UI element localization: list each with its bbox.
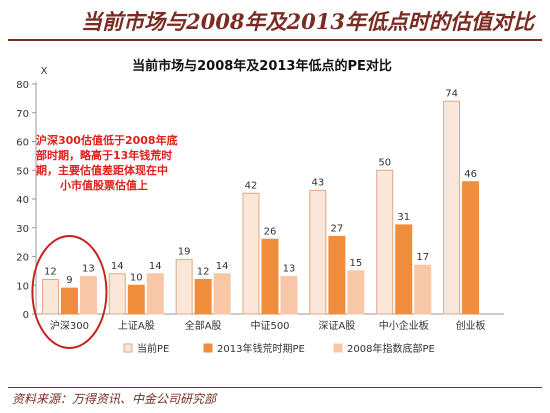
data-label: 14 <box>111 261 124 272</box>
y-tick-label: 0 <box>23 310 29 321</box>
data-label: 12 <box>197 267 210 278</box>
legend-swatch <box>203 343 213 353</box>
data-label: 74 <box>445 88 458 99</box>
data-label: 19 <box>178 246 191 257</box>
bar <box>462 181 480 315</box>
bar <box>146 273 164 315</box>
bar <box>175 258 193 315</box>
y-tick-label: 10 <box>16 281 29 292</box>
data-label: 14 <box>149 261 162 272</box>
data-label: 42 <box>245 180 258 191</box>
x-tick-label: 深证A股 <box>318 320 355 332</box>
banner-divider <box>8 39 542 41</box>
legend-swatch <box>333 343 343 353</box>
x-tick-label: 上证A股 <box>118 320 155 332</box>
chart-title: 当前市场与2008年及2013年低点的PE对比 <box>132 58 392 74</box>
source-note: 资料来源：万得资讯、中金公司研究部 <box>12 392 217 406</box>
x-tick-label: 中证500 <box>250 319 289 332</box>
x-tick-label: 中小企业板 <box>379 319 429 332</box>
bar <box>443 100 461 315</box>
bar <box>213 273 231 315</box>
bar <box>395 224 413 315</box>
highlight-ellipse <box>31 235 108 349</box>
data-label: 14 <box>216 261 229 272</box>
annotation-line: 沪深300估值低于2008年底 <box>36 133 178 147</box>
y-tick-label: 60 <box>16 138 29 149</box>
y-tick-label: 30 <box>16 224 29 235</box>
bar <box>376 169 394 315</box>
pe-comparison-chart: 当前市场与2008年及2013年低点的PE对比 X 0 10 20 30 40 50 60 70 8… <box>16 58 504 355</box>
banner: 当前市场与2008年及2013年低点时的估值对比 <box>0 0 550 41</box>
data-label: 31 <box>397 212 410 223</box>
x-tick-label: 创业板 <box>456 319 486 332</box>
bar <box>41 279 59 315</box>
y-tick-label: 50 <box>16 166 29 177</box>
annotation-line: 小市值股票估值上 <box>59 178 148 192</box>
y-tick-label: 40 <box>16 195 29 206</box>
bar <box>127 284 145 315</box>
y-tick-label: 70 <box>16 109 29 120</box>
data-label: 43 <box>311 177 324 188</box>
bar <box>280 276 298 315</box>
legend-label: 当前PE <box>137 342 169 355</box>
data-label: 10 <box>130 272 143 283</box>
bar <box>261 238 279 315</box>
y-tick-label: 80 <box>16 80 29 91</box>
bar <box>194 279 212 315</box>
bar <box>347 270 365 315</box>
x-tick-label: 全部A股 <box>185 319 222 332</box>
bar <box>309 189 327 315</box>
bar <box>328 235 346 315</box>
data-label: 46 <box>464 169 477 180</box>
bar <box>242 192 260 315</box>
legend-label: 2008年指数底部PE <box>347 342 435 355</box>
legend-swatch <box>123 343 133 353</box>
bar <box>414 264 432 315</box>
annotation-line: 期，主要估值差距体现在中 <box>36 163 168 177</box>
legend-label: 2013年钱荒时期PE <box>217 342 305 355</box>
footer-divider <box>8 387 542 388</box>
data-label: 9 <box>66 275 72 286</box>
banner-title: 当前市场与2008年及2013年低点时的估值对比 <box>81 9 534 34</box>
x-tick-label: 沪深300 <box>50 319 89 332</box>
data-label: 26 <box>264 226 277 237</box>
data-label: 17 <box>416 252 429 263</box>
bar <box>79 276 97 315</box>
bar <box>60 287 78 315</box>
y-axis-label: X <box>41 66 48 77</box>
data-label: 13 <box>82 264 95 275</box>
data-label: 12 <box>44 267 57 278</box>
data-label: 50 <box>378 157 391 168</box>
y-tick-label: 20 <box>16 253 29 264</box>
annotation-line: 部时期，略高于13年钱荒时 <box>36 148 172 162</box>
data-label: 15 <box>349 258 362 269</box>
bar <box>108 273 126 315</box>
data-label: 27 <box>330 223 343 234</box>
data-label: 13 <box>283 264 296 275</box>
